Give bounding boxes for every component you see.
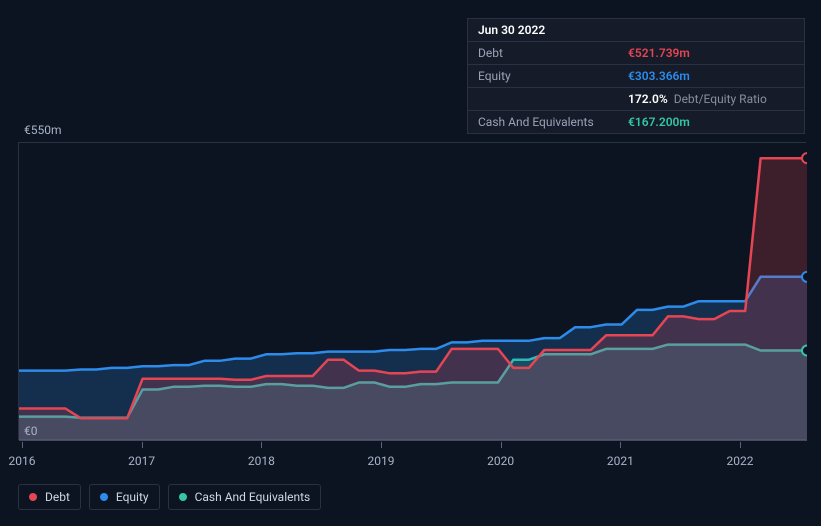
chart-tooltip: Jun 30 2022 Debt€521.739mEquity€303.366m… <box>467 18 805 134</box>
series-end-marker <box>802 153 807 163</box>
tooltip-row-value: €521.739m <box>628 46 690 60</box>
legend-item[interactable]: Cash And Equivalents <box>168 484 322 510</box>
tooltip-row-extra: Debt/Equity Ratio <box>674 92 767 106</box>
legend-item[interactable]: Equity <box>89 484 160 510</box>
series-end-marker <box>802 346 807 356</box>
legend-dot-icon <box>100 493 108 501</box>
legend-item[interactable]: Debt <box>18 484 81 510</box>
series-area <box>19 158 807 441</box>
x-tick-label: 2016 <box>9 454 36 468</box>
tooltip-row-label <box>478 92 628 106</box>
x-tick-mark <box>740 442 741 448</box>
legend-label: Equity <box>116 490 149 504</box>
x-axis: 2016201720182019202020212022 <box>18 442 806 462</box>
x-tick-label: 2018 <box>248 454 275 468</box>
legend-dot-icon <box>29 493 37 501</box>
x-tick-mark <box>142 442 143 448</box>
x-tick-label: 2020 <box>487 454 514 468</box>
tooltip-row: Debt€521.739m <box>468 42 804 65</box>
x-tick-label: 2022 <box>727 454 754 468</box>
tooltip-row-label: Equity <box>478 69 628 83</box>
tooltip-row-label: Debt <box>478 46 628 60</box>
y-axis-bottom-label: €0 <box>24 424 38 438</box>
x-tick-label: 2019 <box>368 454 395 468</box>
x-tick-mark <box>22 442 23 448</box>
tooltip-row: Cash And Equivalents€167.200m <box>468 111 804 133</box>
tooltip-row: 172.0% Debt/Equity Ratio <box>468 88 804 111</box>
tooltip-row-value: €303.366m <box>628 69 690 83</box>
tooltip-date: Jun 30 2022 <box>478 23 545 37</box>
chart-legend: Debt Equity Cash And Equivalents <box>18 484 321 510</box>
tooltip-row-value: €167.200m <box>628 115 690 129</box>
x-tick-label: 2017 <box>128 454 155 468</box>
tooltip-row-label: Cash And Equivalents <box>478 115 628 129</box>
chart-plot-area[interactable] <box>18 142 806 440</box>
x-tick-mark <box>620 442 621 448</box>
x-tick-mark <box>261 442 262 448</box>
tooltip-row-value: 172.0% <box>628 92 668 106</box>
series-end-marker <box>802 272 807 282</box>
y-axis-top-label: €550m <box>24 123 62 137</box>
x-tick-mark <box>381 442 382 448</box>
x-tick-mark <box>501 442 502 448</box>
x-tick-label: 2021 <box>607 454 634 468</box>
legend-label: Debt <box>45 490 70 504</box>
tooltip-row: Equity€303.366m <box>468 65 804 88</box>
legend-dot-icon <box>179 493 187 501</box>
legend-label: Cash And Equivalents <box>195 490 311 504</box>
